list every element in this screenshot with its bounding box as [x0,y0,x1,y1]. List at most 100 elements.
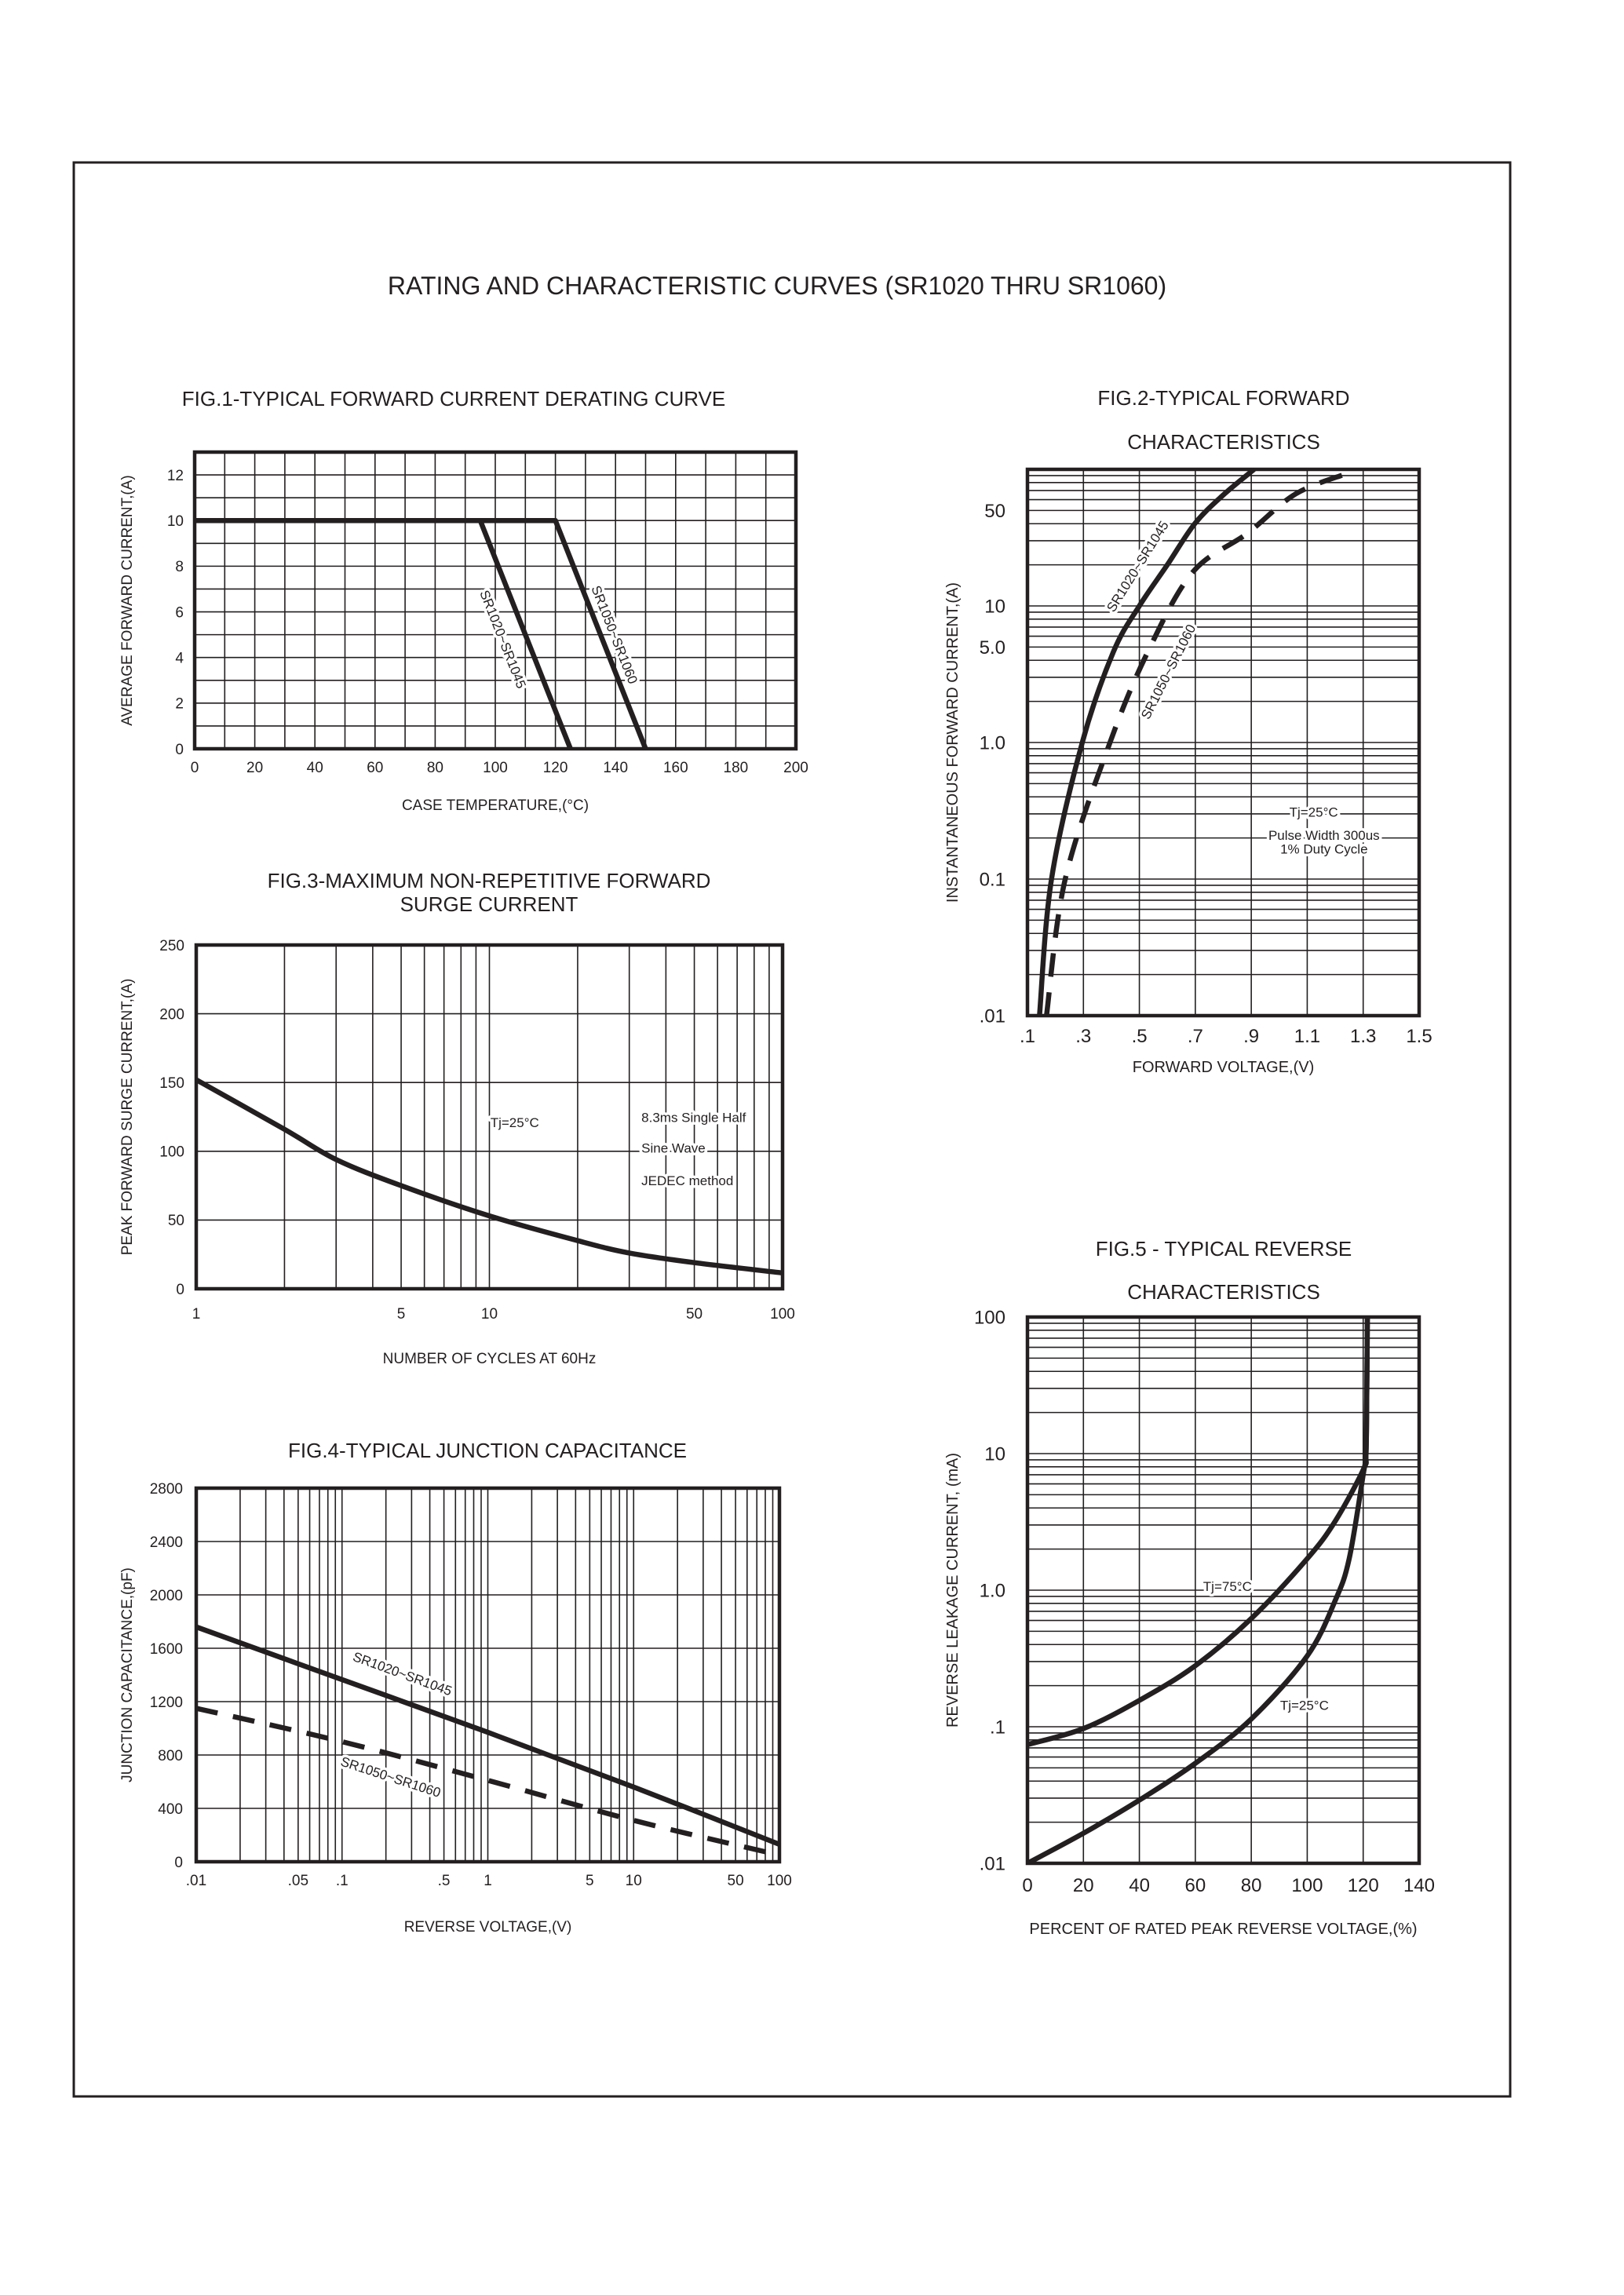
x-axis-label: CASE TEMPERATURE,(°C) [402,797,589,814]
plot-frame [1025,467,1421,1018]
y-tick-label: 2000 [150,1588,183,1604]
series-line-tj-25-c [1027,1316,1370,1865]
charts-container: 0 20 40 60 80 100 120 140 160 180 200024681012FIG.… [119,386,1435,1938]
chart-annotation: Tj=25°C [491,1115,539,1130]
x-tick-label: .05 [288,1873,308,1889]
y-tick-label: 800 [158,1748,183,1764]
series-line-sr1050-sr1060 [1044,471,1348,1016]
series-line-series [196,1077,783,1276]
figure-1: 0 20 40 60 80 100 120 140 160 180 200 0 2 4 6 8 10 12 FIG.… [119,387,808,814]
series-line-sr1050-sr1060 [196,1706,780,1858]
x-tick-label: 40 [1129,1875,1150,1896]
y-tick-label: 200 [159,1006,184,1023]
chart-annotation: 1% Duty Cycle [1280,842,1367,857]
x-tick-label: 140 [603,760,628,776]
x-tick-label: .7 [1188,1026,1203,1047]
x-tick-label: 1 [484,1873,492,1889]
y-tick-label: 150 [159,1075,184,1092]
x-tick-label: 140 [1403,1875,1435,1896]
series-label: Tj=75°C [1203,1579,1252,1594]
series-label: SR1050~SR1060 [339,1754,443,1801]
y-axis-label: PEAK FORWARD SURGE CURRENT,(A) [119,979,136,1256]
plot-frame [194,943,785,1291]
x-axis-label: REVERSE VOLTAGE,(V) [404,1919,572,1936]
y-tick-label: .1 [990,1717,1005,1739]
x-tick-label: 120 [1348,1875,1379,1896]
y-axis-label: JUNCTION CAPACITANCE,(pF) [119,1567,136,1782]
x-tick-label: 120 [543,760,568,776]
y-tick-label: 12 [167,468,184,484]
x-tick-label: 50 [686,1306,703,1323]
figure-title: FIG.1-TYPICAL FORWARD CURRENT DERATING C… [182,387,725,410]
y-tick-label: 0.1 [980,870,1005,891]
series-label: SR1020~SR1045 [1104,518,1171,615]
x-tick-label: 80 [427,760,443,776]
y-tick-label: 2400 [150,1534,183,1551]
x-tick-label: 10 [626,1873,642,1889]
plot-frame [192,450,798,751]
x-tick-label: 0 [191,760,199,776]
x-tick-label: 20 [1073,1875,1094,1896]
x-tick-label: 100 [770,1306,795,1323]
y-tick-label: 2 [175,696,184,713]
y-tick-label: 400 [158,1801,183,1818]
figure-title: FIG.5 - TYPICAL REVERSE [1096,1237,1352,1261]
page-border [72,161,1512,2098]
y-tick-label: 50 [984,501,1005,522]
series-line-tj-75-c [1027,1316,1370,1747]
figure-title: CHARACTERISTICS [1127,1280,1320,1304]
x-tick-label: 5 [397,1306,406,1323]
x-tick-label: 100 [483,760,508,776]
x-tick-label: 180 [724,760,749,776]
figure-title: FIG.2-TYPICAL FORWARD [1097,386,1349,410]
x-tick-label: 100 [767,1873,792,1889]
figure-4: .01 .05 .1 .5 1 5 10 50 100 0 400 800 1200 1600 2000 24… [119,1439,792,1936]
x-tick-label: 20 [246,760,263,776]
figure-2: .1 .3 .5 .7 .9 1.1 1.3 1.5 .01 0.1 1.0 5.0 10 50 FIG.2… [944,386,1432,1076]
x-tick-label: 60 [367,760,383,776]
x-tick-label: .1 [336,1873,349,1889]
y-tick-label: .01 [980,1006,1005,1027]
y-tick-label: 5.0 [980,637,1005,659]
chart-annotation: Sine Wave [641,1140,706,1155]
x-tick-label: 40 [307,760,323,776]
figure-title: SURGE CURRENT [400,892,578,916]
y-axis-label: INSTANTANEOUS FORWARD CURRENT,(A) [944,582,962,903]
x-tick-label: .5 [438,1873,451,1889]
x-tick-label: 1.3 [1350,1026,1376,1047]
y-axis-label: REVERSE LEAKAGE CURRENT, (mA) [944,1453,962,1728]
y-tick-label: 1200 [150,1695,183,1711]
figure-title: CHARACTERISTICS [1127,430,1320,454]
y-tick-label: 10 [167,513,184,530]
x-tick-label: 10 [481,1306,498,1323]
x-axis-label: FORWARD VOLTAGE,(V) [1133,1059,1315,1076]
y-tick-label: 8 [175,559,184,575]
x-tick-label: .5 [1132,1026,1148,1047]
x-tick-label: 50 [728,1873,744,1889]
plot-frame [194,1486,782,1864]
page-title: RATING AND CHARACTERISTIC CURVES (SR1020… [388,272,1166,300]
figure-3: 1 5 10 50 100 0 50 100 150 200 250 FIG.3-MAXIMUM NO… [119,869,795,1367]
series-line-sr1020-sr1045 [1037,468,1256,1016]
y-tick-label: 0 [174,1855,183,1871]
x-tick-label: .1 [1020,1026,1035,1047]
series-label: SR1020~SR1045 [351,1649,454,1698]
y-tick-label: 50 [168,1213,184,1229]
y-tick-label: 4 [175,651,184,667]
x-tick-label: 0 [1022,1875,1032,1896]
y-tick-label: 6 [175,604,184,621]
x-tick-label: .9 [1243,1026,1259,1047]
x-axis-label: NUMBER OF CYCLES AT 60Hz [383,1351,597,1367]
figure-5: 0 20 40 60 80 100 120 140 .01 .1 1.0 10 100 FIG.5 - T… [944,1237,1435,1938]
chart-annotation: Tj=25°C [1290,805,1338,820]
x-tick-label: 100 [1291,1875,1323,1896]
y-tick-label: 1600 [150,1641,183,1658]
x-tick-label: 60 [1185,1875,1206,1896]
x-tick-label: 200 [783,760,808,776]
y-tick-label: 10 [984,1444,1005,1465]
x-tick-label: 1.1 [1294,1026,1320,1047]
x-tick-label: .01 [186,1873,206,1889]
plot-frame [1025,1315,1421,1866]
series-line-sr1020-sr1045 [196,1624,781,1847]
